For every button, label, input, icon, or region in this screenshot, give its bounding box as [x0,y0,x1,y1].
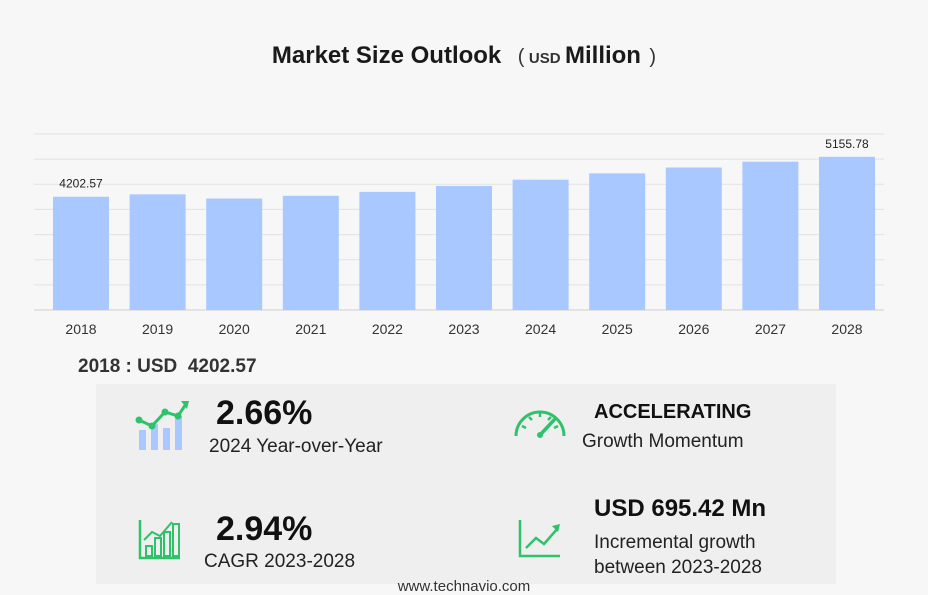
bar-2025[interactable] [589,173,646,310]
data-label: 5155.78 [825,137,869,151]
incremental-label-2: between 2023-2028 [594,557,762,578]
yoy-value: 2.66% [216,394,313,432]
speedometer-icon [514,410,566,438]
chart-title-row: Market Size Outlook ( USD Million ) [0,42,928,70]
momentum-label-wrap: Growth Momentum [582,431,744,453]
data-labels: 4202.57 5155.78 [59,137,869,191]
x-tick-labels: 2018 2019 2020 2021 2022 2023 2024 2025 2026 2027… [65,321,862,337]
incremental-value: USD 695.42 Mn [594,495,767,522]
data-label: 4202.57 [59,177,103,191]
yoy-stat: 2.66% [216,394,312,433]
incremental-stat: USD 695.42 Mn [594,495,766,523]
x-tick-label: 2021 [295,321,326,337]
title-unit-prefix: USD [528,50,561,67]
x-tick-label: 2024 [525,321,556,337]
incremental-label-1: Incremental growth [594,532,756,553]
momentum-label: Growth Momentum [582,431,744,452]
x-tick-label: 2023 [448,321,479,337]
x-tick-label: 2022 [372,321,403,337]
x-tick-label: 2018 [65,321,96,337]
bar-2018[interactable] [53,196,109,310]
title-paren-open: ( [517,46,525,68]
incremental-label-wrap: Incremental growth between 2023-2028 [594,530,762,580]
bar-2024[interactable] [512,179,569,310]
yoy-label-wrap: 2024 Year-over-Year [209,436,383,458]
bar-2028[interactable] [819,156,875,310]
bars [53,156,875,310]
bar-trend-icon [135,401,189,450]
cagr-value: 2.94% [216,510,313,548]
x-tick-label: 2025 [602,321,633,337]
bar-2022[interactable] [359,191,416,310]
bar-2026[interactable] [665,167,722,310]
chart-title: Market Size Outlook [271,42,502,69]
x-tick-label: 2027 [755,321,786,337]
yoy-label: 2024 Year-over-Year [209,436,383,457]
x-tick-label: 2026 [678,321,709,337]
bar-2021[interactable] [282,195,339,310]
cagr-label-wrap: CAGR 2023-2028 [204,551,355,573]
title-unit-word: Million [564,42,641,69]
bar-2019[interactable] [129,194,186,310]
footer-site: www.technavio.com [397,578,531,595]
bar-2027[interactable] [742,161,799,310]
x-tick-label: 2019 [142,321,173,337]
x-tick-label: 2028 [831,321,862,337]
cagr-stat: 2.94% [216,510,312,549]
momentum-stat: ACCELERATING [594,401,751,424]
title-paren-close: ) [649,46,657,68]
bar-growth-icon [138,520,180,560]
cagr-label: CAGR 2023-2028 [204,551,356,572]
momentum-value: ACCELERATING [594,401,752,423]
bar-2020[interactable] [206,198,263,310]
x-tick-label: 2020 [219,321,250,337]
selected-year-value: 2018 : USD 4202.57 [78,356,257,377]
bar-2023[interactable] [436,185,492,310]
line-growth-icon [518,520,560,558]
stats-panel [96,384,836,584]
